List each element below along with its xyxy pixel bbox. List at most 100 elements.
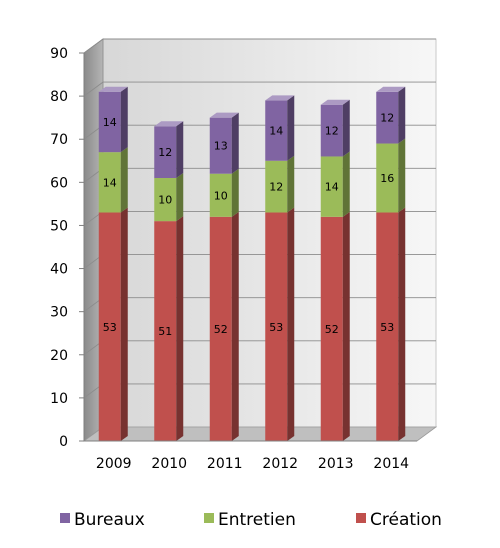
y-tick-label: 70	[50, 132, 68, 148]
bar-top	[320, 99, 350, 105]
bar-side	[342, 151, 350, 217]
gridline	[83, 81, 436, 97]
y-tick-label: 60	[50, 175, 68, 191]
bar-front	[265, 160, 288, 213]
x-tick-label: 2014	[373, 456, 409, 472]
bar-front	[265, 212, 288, 441]
bar-front	[154, 178, 177, 222]
bar-top	[154, 121, 184, 127]
legend: Bureaux Entretien Création	[60, 510, 442, 530]
bar-front	[320, 104, 343, 157]
y-tick-label: 50	[50, 218, 68, 234]
x-tick-label: 2010	[151, 456, 187, 472]
bar-side	[231, 112, 239, 174]
bar-side	[176, 173, 184, 222]
y-axis: 0 10 20 30 40 50 60 70 80 90	[50, 46, 85, 450]
bar-segment-création-2013: 52	[320, 211, 350, 441]
data-label: 14	[269, 125, 283, 138]
data-label: 16	[380, 172, 394, 185]
legend-item-bureaux: Bureaux	[60, 510, 145, 530]
data-label: 53	[380, 321, 394, 334]
bar-side	[120, 86, 128, 153]
y-tick-label: 80	[50, 89, 68, 105]
bar-segment-création-2009: 53	[98, 207, 128, 441]
bar-front	[154, 221, 177, 441]
y-tick-label: 30	[50, 305, 68, 321]
data-label: 10	[158, 194, 172, 207]
bar-side	[287, 155, 295, 213]
data-label: 10	[214, 189, 228, 202]
y-tick-label: 10	[50, 391, 68, 407]
data-label: 13	[214, 140, 228, 153]
bar-segment-bureaux-2009: 14	[98, 86, 128, 153]
legend-label: Entretien	[218, 510, 296, 530]
data-label: 14	[325, 181, 339, 194]
bar-top	[376, 86, 406, 92]
bar-segment-création-2014: 53	[376, 207, 406, 441]
bar-front	[98, 152, 121, 213]
bar-front	[376, 212, 399, 441]
x-tick-label: 2009	[96, 456, 132, 472]
bar-segment-entretien-2013: 14	[320, 151, 350, 217]
bar-segment-bureaux-2012: 14	[265, 95, 295, 161]
bar-front	[265, 100, 288, 161]
gridline	[83, 38, 436, 54]
bar-side	[398, 207, 406, 441]
bar-side	[398, 138, 406, 213]
bar-side	[287, 95, 295, 161]
bar-segment-entretien-2014: 16	[376, 138, 406, 213]
data-label: 53	[103, 321, 117, 334]
bar-side	[231, 211, 239, 441]
bar-segment-création-2012: 53	[265, 207, 295, 441]
data-label: 12	[380, 112, 394, 125]
bar-front	[320, 156, 343, 217]
x-tick-label: 2011	[207, 456, 243, 472]
bar-segment-entretien-2012: 12	[265, 155, 295, 213]
bar-top	[209, 112, 239, 118]
legend-label: Bureaux	[74, 510, 145, 530]
bar-top	[98, 86, 128, 92]
bar-segment-bureaux-2011: 13	[209, 112, 239, 174]
data-label: 14	[103, 116, 117, 129]
bar-segment-création-2010: 51	[154, 216, 184, 441]
legend-swatch	[204, 513, 214, 523]
bar-front	[376, 91, 399, 144]
y-tick-label: 90	[50, 46, 68, 62]
bar-front	[154, 126, 177, 179]
bar-front	[98, 91, 121, 153]
data-label: 14	[103, 176, 117, 189]
bar-segment-bureaux-2013: 12	[320, 99, 350, 157]
x-tick-label: 2013	[318, 456, 354, 472]
legend-label: Création	[370, 510, 442, 530]
bar-front	[98, 212, 121, 441]
bar-segment-entretien-2009: 14	[98, 147, 128, 213]
bar-side	[342, 99, 350, 157]
data-label: 52	[214, 323, 228, 336]
y-tick-label: 20	[50, 348, 68, 364]
data-label: 52	[325, 323, 339, 336]
data-label: 12	[269, 181, 283, 194]
y-tick-label: 0	[59, 434, 68, 450]
bar-side	[287, 207, 295, 441]
bar-segment-bureaux-2010: 12	[154, 121, 184, 179]
bar-segment-création-2011: 52	[209, 211, 239, 441]
data-label: 12	[325, 125, 339, 138]
legend-item-entretien: Entretien	[204, 510, 296, 530]
bars: 53 14 14 51 10 12 52 10 13 53 12 14 52 14 12 53 16 12	[98, 86, 406, 441]
x-axis: 2009 2010 2011 2012 2013 2014	[84, 440, 417, 472]
bar-side	[398, 86, 406, 144]
bar-front	[209, 117, 232, 174]
bar-front	[209, 216, 232, 441]
bar-segment-entretien-2011: 10	[209, 168, 239, 217]
data-label: 53	[269, 321, 283, 334]
legend-swatch	[356, 513, 366, 523]
bar-side	[231, 168, 239, 217]
bar-side	[120, 147, 128, 213]
bar-side	[176, 121, 184, 179]
bar-segment-entretien-2010: 10	[154, 173, 184, 222]
bar-side	[176, 216, 184, 441]
bar-top	[265, 95, 295, 101]
bar-front	[376, 143, 399, 213]
bar-segment-bureaux-2014: 12	[376, 86, 406, 144]
